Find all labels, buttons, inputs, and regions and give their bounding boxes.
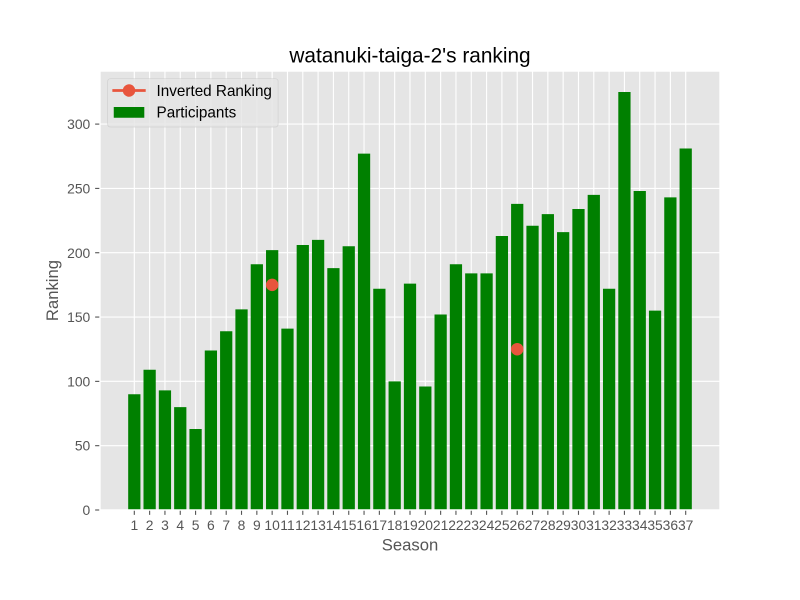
svg-text:19: 19 [402, 517, 418, 533]
svg-text:10: 10 [264, 517, 280, 533]
svg-text:100: 100 [67, 373, 90, 389]
svg-text:32: 32 [601, 517, 617, 533]
svg-text:20: 20 [418, 517, 434, 533]
svg-text:4: 4 [176, 517, 184, 533]
svg-text:33: 33 [617, 517, 633, 533]
svg-text:11: 11 [280, 517, 295, 533]
svg-text:22: 22 [448, 517, 464, 533]
svg-text:17: 17 [372, 517, 388, 533]
svg-text:35: 35 [647, 517, 663, 533]
svg-text:watanuki-taiga-2's ranking: watanuki-taiga-2's ranking [288, 45, 530, 68]
svg-text:12: 12 [295, 517, 311, 533]
svg-text:Season: Season [382, 535, 438, 554]
svg-text:26: 26 [509, 517, 525, 533]
svg-text:27: 27 [525, 517, 541, 533]
svg-text:21: 21 [433, 517, 449, 533]
svg-text:34: 34 [632, 517, 648, 533]
svg-text:Inverted Ranking: Inverted Ranking [157, 83, 272, 100]
svg-text:5: 5 [192, 517, 200, 533]
svg-text:3: 3 [161, 517, 169, 533]
svg-text:16: 16 [356, 517, 372, 533]
svg-text:31: 31 [586, 517, 602, 533]
svg-text:2: 2 [146, 517, 154, 533]
svg-text:50: 50 [75, 438, 91, 454]
svg-text:30: 30 [571, 517, 587, 533]
svg-text:7: 7 [222, 517, 230, 533]
svg-text:1: 1 [130, 517, 138, 533]
svg-text:6: 6 [207, 517, 215, 533]
svg-text:24: 24 [479, 517, 495, 533]
svg-text:15: 15 [341, 517, 357, 533]
svg-text:150: 150 [67, 309, 90, 325]
svg-text:25: 25 [494, 517, 510, 533]
svg-text:Participants: Participants [157, 105, 237, 122]
svg-text:36: 36 [663, 517, 679, 533]
svg-text:29: 29 [555, 517, 571, 533]
svg-text:0: 0 [83, 502, 91, 518]
svg-text:200: 200 [67, 245, 90, 261]
svg-text:9: 9 [253, 517, 261, 533]
svg-text:18: 18 [387, 517, 403, 533]
svg-text:28: 28 [540, 517, 556, 533]
svg-text:250: 250 [67, 180, 90, 196]
svg-text:300: 300 [67, 116, 90, 132]
svg-text:8: 8 [238, 517, 246, 533]
svg-text:23: 23 [464, 517, 480, 533]
svg-text:14: 14 [326, 517, 342, 533]
svg-text:13: 13 [310, 517, 326, 533]
svg-text:Ranking: Ranking [43, 260, 62, 321]
svg-text:37: 37 [678, 517, 694, 533]
